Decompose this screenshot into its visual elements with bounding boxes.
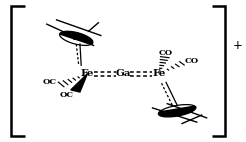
Polygon shape — [158, 106, 196, 117]
Polygon shape — [60, 31, 93, 45]
Polygon shape — [71, 74, 87, 92]
Text: Fe: Fe — [152, 69, 165, 78]
Text: CO: CO — [184, 57, 198, 64]
Text: Ga: Ga — [115, 69, 131, 78]
Text: Fe: Fe — [81, 69, 94, 78]
Text: +: + — [232, 39, 242, 52]
Text: CO: CO — [159, 49, 173, 57]
Text: OC: OC — [42, 78, 56, 86]
Text: OC: OC — [60, 90, 74, 99]
